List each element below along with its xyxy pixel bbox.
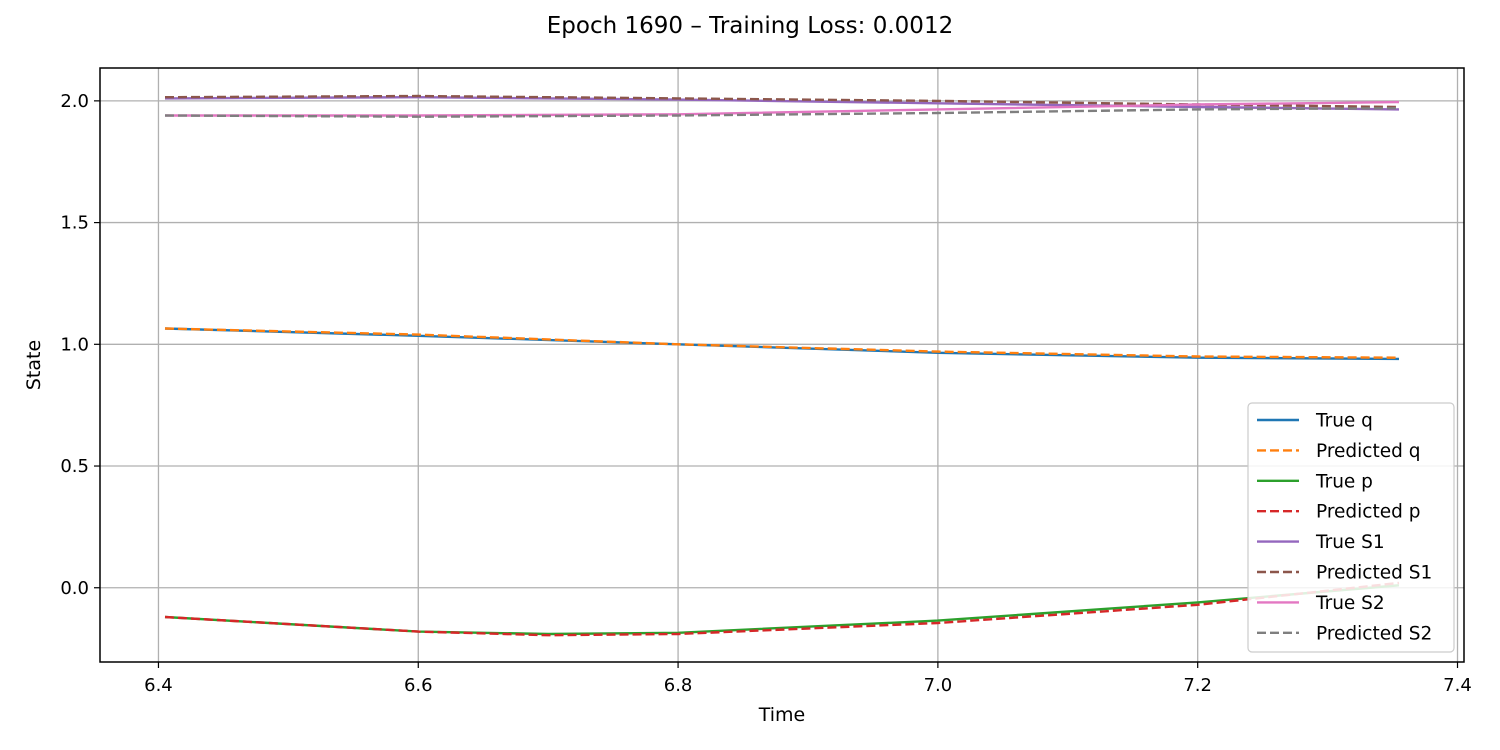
- legend-label-predicted-p: Predicted p: [1316, 502, 1420, 523]
- y-axis-label: State: [23, 340, 45, 390]
- legend-label-true-s2: True S2: [1315, 593, 1385, 614]
- series-line-predicted-q: [164, 327, 1400, 359]
- legend-box: [1247, 402, 1455, 653]
- y-tick-label: 1.5: [60, 213, 89, 234]
- chart-title: Epoch 1690 – Training Loss: 0.0012: [547, 13, 953, 39]
- series-line-predicted-p: [164, 581, 1400, 637]
- legend: True q Predicted q True p Predicted p True S…: [1247, 402, 1455, 653]
- legend-label-true-s1: True S1: [1315, 532, 1385, 553]
- y-axis-ticks: 0.0 0.5 1.0 1.5 2.0: [60, 91, 100, 599]
- y-tick-label: 0.5: [60, 456, 89, 477]
- y-tick-label: 2.0: [60, 91, 89, 112]
- y-tick-label: 1.0: [60, 334, 89, 355]
- x-tick-label: 6.8: [664, 675, 693, 696]
- x-tick-label: 7.4: [1443, 675, 1472, 696]
- legend-label-predicted-q: Predicted q: [1316, 441, 1420, 462]
- series-lines: [164, 94, 1400, 637]
- legend-label-true-p: True p: [1315, 471, 1373, 492]
- legend-label-true-q: True q: [1315, 411, 1373, 432]
- x-tick-label: 7.2: [1183, 675, 1212, 696]
- x-tick-label: 6.6: [404, 675, 433, 696]
- x-axis-label: Time: [758, 704, 806, 726]
- x-tick-label: 6.4: [144, 675, 173, 696]
- x-tick-label: 7.0: [924, 675, 953, 696]
- x-axis-ticks: 6.4 6.6 6.8 7.0 7.2 7.4: [144, 662, 1472, 696]
- legend-label-predicted-s2: Predicted S2: [1316, 623, 1432, 644]
- legend-label-predicted-s1: Predicted S1: [1316, 563, 1432, 584]
- series-line-predicted-s2: [164, 107, 1400, 118]
- plot-frame: [99, 67, 1465, 663]
- y-tick-label: 0.0: [60, 578, 89, 599]
